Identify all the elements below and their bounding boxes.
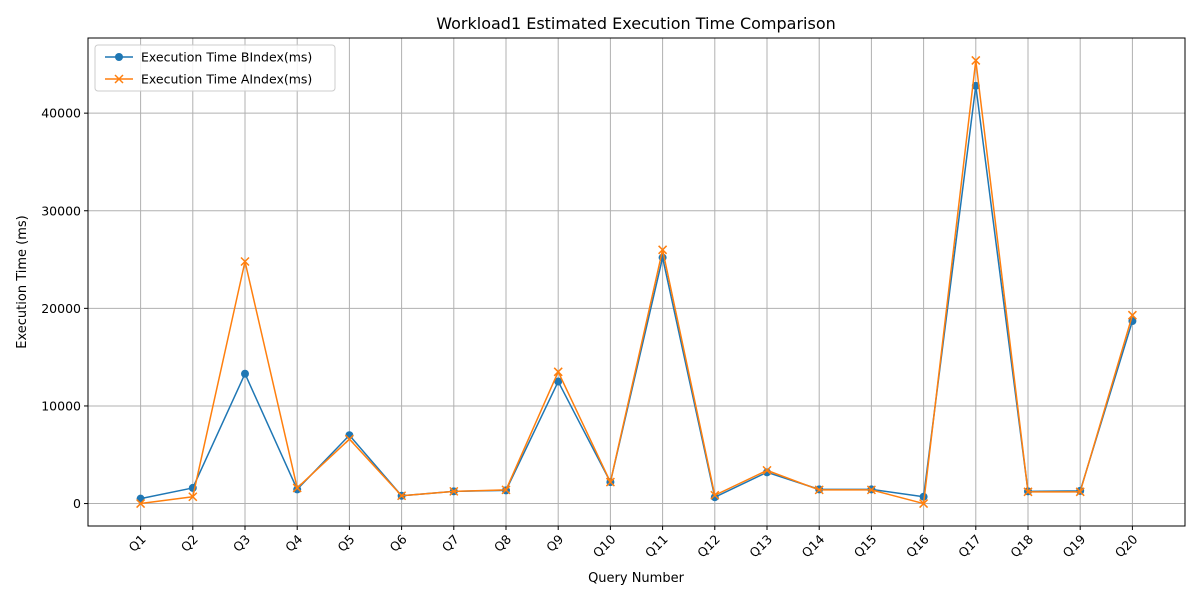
data-point	[919, 492, 928, 501]
data-point	[344, 434, 354, 444]
series-2	[136, 55, 1137, 509]
data-point	[710, 493, 719, 502]
data-point	[1023, 487, 1033, 497]
data-point	[397, 491, 407, 501]
y-tick-label: 10000	[41, 398, 81, 413]
x-marker-stroke	[605, 477, 615, 487]
grid	[88, 38, 1185, 526]
legend-marker	[114, 74, 124, 84]
data-point	[554, 377, 563, 386]
data-point	[553, 367, 563, 377]
x-marker-stroke	[292, 483, 302, 493]
x-marker-stroke	[501, 485, 511, 495]
data-point	[292, 483, 302, 493]
series-line	[140, 59, 1134, 505]
data-point	[345, 431, 354, 440]
legend: Execution Time BIndex(ms) Execution Time …	[94, 44, 336, 92]
x-marker-stroke	[114, 74, 124, 84]
data-point	[814, 485, 824, 495]
data-point	[658, 245, 668, 255]
legend-marker	[115, 53, 123, 61]
x-marker-stroke	[658, 245, 668, 255]
x-marker-stroke	[762, 465, 772, 475]
x-marker-stroke	[240, 256, 250, 267]
data-point	[293, 485, 302, 494]
y-tick-label: 40000	[41, 106, 81, 121]
legend-item: Execution Time AIndex(ms)	[105, 72, 312, 87]
data-point	[710, 490, 720, 500]
data-point	[241, 369, 249, 378]
x-marker-stroke	[1023, 487, 1033, 497]
x-marker-stroke	[814, 485, 824, 495]
x-marker-stroke	[188, 492, 198, 502]
x-marker-stroke	[397, 491, 407, 501]
data-point	[919, 499, 929, 509]
legend-label: Execution Time BIndex(ms)	[141, 50, 312, 65]
x-marker-stroke	[344, 434, 354, 444]
data-point	[1127, 310, 1137, 320]
data-point	[971, 55, 981, 65]
x-axis-label: Query Number	[588, 571, 685, 586]
data-point	[866, 485, 876, 495]
x-marker-stroke	[919, 499, 929, 509]
legend-label: Execution Time AIndex(ms)	[141, 72, 312, 87]
x-marker-stroke	[553, 367, 563, 377]
x-marker-stroke	[866, 485, 876, 495]
legend-box	[94, 44, 336, 92]
x-marker-stroke	[136, 499, 146, 509]
x-marker-stroke	[710, 490, 720, 500]
data-point	[136, 499, 146, 509]
data-point	[501, 485, 511, 495]
legend-item: Execution Time BIndex(ms)	[105, 50, 312, 65]
x-marker-stroke	[1127, 310, 1137, 320]
data-point	[240, 256, 250, 267]
x-marker-stroke	[449, 486, 459, 496]
plot-frame	[87, 37, 1186, 527]
y-tick-label: 0	[73, 496, 81, 511]
x-marker-stroke	[1075, 487, 1085, 497]
x-marker-stroke	[971, 55, 981, 65]
data-point	[762, 465, 772, 475]
y-tick-label: 20000	[41, 301, 81, 316]
series-layer	[136, 55, 1137, 509]
data-point	[1075, 487, 1085, 497]
data-point	[605, 477, 615, 487]
data-point	[449, 486, 459, 496]
y-axis-label: Execution Time (ms)	[15, 215, 30, 348]
data-point	[188, 492, 198, 502]
y-tick-label: 30000	[41, 203, 81, 218]
chart-title: Workload1 Estimated Execution Time Compa…	[436, 14, 836, 33]
